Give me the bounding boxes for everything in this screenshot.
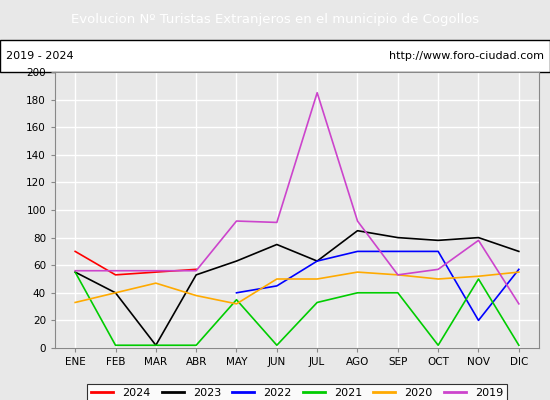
Text: Evolucion Nº Turistas Extranjeros en el municipio de Cogollos: Evolucion Nº Turistas Extranjeros en el … <box>71 14 479 26</box>
Text: http://www.foro-ciudad.com: http://www.foro-ciudad.com <box>389 51 544 61</box>
Text: 2019 - 2024: 2019 - 2024 <box>6 51 73 61</box>
Legend: 2024, 2023, 2022, 2021, 2020, 2019: 2024, 2023, 2022, 2021, 2020, 2019 <box>86 384 508 400</box>
FancyBboxPatch shape <box>0 40 550 72</box>
